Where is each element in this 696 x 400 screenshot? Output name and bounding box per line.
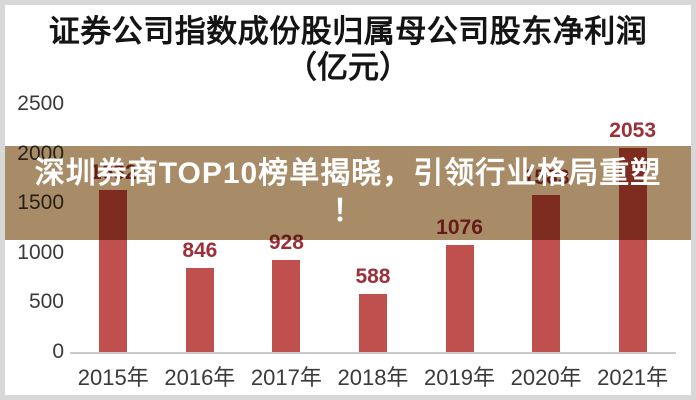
bar [272, 260, 301, 352]
x-axis-labels: 2015年 2016年 2017年 2018年 2019年 2020年 2021年 [70, 360, 676, 392]
headline-line2: ！ [332, 195, 364, 228]
x-tick-label: 2019年 [424, 365, 495, 390]
x-tick-label: 2021年 [597, 365, 669, 390]
bar [358, 294, 387, 352]
headline-banner: 深圳券商TOP10榜单揭晓，引领行业格局重塑 ！ [0, 146, 696, 240]
chart-title-line1: 证券公司指数成份股归属母公司股东净利润 [48, 14, 648, 49]
bar-value-label: 2053 [609, 119, 657, 142]
x-tick-label: 2020年 [510, 365, 582, 390]
y-tick-label: 500 [28, 290, 64, 314]
chart-title: 证券公司指数成份股归属母公司股东净利润 （亿元） [0, 13, 696, 85]
headline-banner-background [0, 146, 696, 240]
y-tick-label: 2500 [17, 92, 64, 115]
x-tick-label: 2016年 [164, 365, 236, 390]
bar-value-label: 588 [355, 265, 391, 288]
bar-value-label: 846 [182, 239, 218, 262]
headline-line1: 深圳券商TOP10榜单揭晓，引领行业格局重塑 [34, 157, 662, 190]
x-tick-label: 2017年 [250, 365, 322, 390]
bar-group-2018年: 588 [330, 104, 416, 352]
x-tick-label: 2015年 [77, 365, 149, 390]
y-tick-label: 1000 [17, 240, 64, 264]
x-tick-label: 2018年 [337, 365, 409, 390]
y-tick-label: 0 [52, 340, 64, 363]
chart-title-unit: （亿元） [286, 50, 410, 85]
bar [445, 245, 474, 352]
bar-group-2016年: 846 [157, 104, 243, 352]
bar [185, 268, 214, 352]
